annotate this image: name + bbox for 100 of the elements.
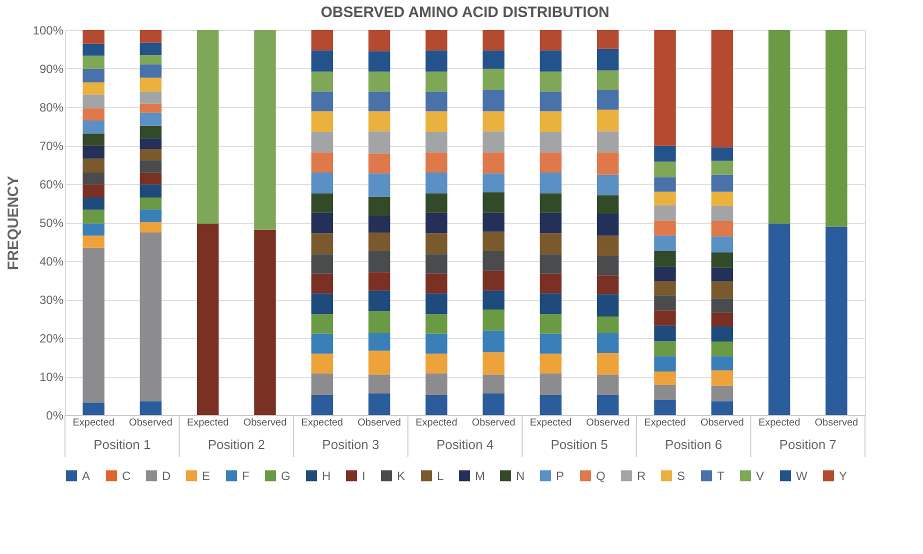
bar — [711, 281, 733, 298]
bar — [82, 172, 104, 184]
bar — [654, 236, 676, 251]
legend-label: H — [322, 468, 331, 483]
bar — [426, 314, 448, 334]
bar — [482, 250, 504, 271]
x-tick-label: Observed — [129, 418, 172, 428]
bar — [711, 298, 733, 313]
bar — [140, 55, 162, 64]
bar — [711, 312, 733, 326]
legend-label: V — [756, 468, 764, 483]
bar — [82, 68, 104, 82]
bar — [82, 30, 104, 44]
bar — [368, 350, 390, 375]
x-tick-label: Observed — [472, 418, 516, 428]
bar — [82, 44, 104, 56]
text: Position 2 — [208, 437, 265, 452]
bar — [654, 220, 676, 236]
legend-label: P — [556, 468, 564, 483]
legend-label: N — [516, 468, 525, 483]
bar — [482, 68, 504, 90]
x-tick-label: Observed — [586, 418, 630, 428]
x-tick-label: Expected — [72, 418, 114, 428]
text: Position 7 — [779, 437, 836, 452]
bar — [426, 354, 448, 374]
legend-label: T — [717, 468, 725, 483]
x-tick-label: Observed — [700, 418, 744, 428]
legend-label: I — [362, 468, 366, 483]
bar — [82, 56, 104, 69]
bar — [711, 220, 733, 236]
bar — [711, 252, 733, 268]
bar — [654, 384, 676, 400]
bar — [540, 193, 562, 213]
bar — [82, 224, 104, 236]
bar — [540, 233, 562, 254]
bar — [597, 30, 619, 49]
bar — [482, 270, 504, 291]
bar — [654, 295, 676, 310]
bar — [482, 192, 504, 213]
bar — [368, 131, 390, 154]
bar — [711, 147, 733, 161]
bar — [140, 126, 162, 138]
bar — [82, 134, 104, 146]
legend-label: Q — [596, 468, 606, 483]
y-tick-label: 10% — [39, 370, 64, 384]
legend-label: F — [242, 468, 250, 483]
bar — [368, 332, 390, 351]
bar — [482, 330, 504, 352]
bar — [540, 354, 562, 374]
bar — [540, 274, 562, 294]
bar — [540, 72, 562, 92]
bar — [426, 373, 448, 395]
y-tick-label: 80% — [39, 100, 64, 114]
x-tick-label: Expected — [187, 418, 229, 428]
bar — [482, 173, 504, 192]
bar — [311, 92, 333, 112]
bar — [597, 174, 619, 196]
bar — [368, 154, 390, 174]
bar — [82, 94, 104, 108]
bar — [426, 132, 448, 152]
bar — [540, 172, 562, 194]
bar — [654, 326, 676, 342]
bar — [368, 250, 390, 272]
y-tick-label: 0% — [46, 408, 64, 422]
bar — [597, 48, 619, 70]
bar — [654, 162, 676, 178]
bar — [482, 393, 504, 415]
bar — [711, 192, 733, 206]
bar — [82, 184, 104, 198]
bar — [311, 132, 333, 152]
bar — [311, 172, 333, 194]
bar — [140, 172, 162, 184]
y-axis-title: FREQUENCY — [4, 176, 22, 270]
bar — [597, 332, 619, 354]
bar — [82, 210, 104, 224]
bar — [482, 290, 504, 310]
bar — [540, 394, 562, 415]
bar — [711, 160, 733, 175]
y-tick-label: 20% — [39, 332, 64, 346]
bar — [140, 401, 162, 415]
bar — [426, 30, 448, 50]
bar — [540, 334, 562, 354]
bar — [482, 131, 504, 152]
bar — [482, 232, 504, 251]
bar — [426, 50, 448, 72]
bar — [711, 268, 733, 282]
bar — [711, 326, 733, 342]
legend-label: R — [637, 468, 646, 483]
y-tick-label: 90% — [39, 62, 64, 76]
bar — [711, 236, 733, 253]
bar — [311, 152, 333, 172]
bar — [597, 195, 619, 214]
y-tick-label: 30% — [39, 293, 64, 307]
bar — [597, 374, 619, 395]
bar — [597, 275, 619, 294]
x-tick-label: Expected — [758, 418, 800, 428]
bar — [654, 400, 676, 415]
bar — [311, 394, 333, 415]
bar — [711, 386, 733, 402]
bar — [311, 50, 333, 72]
